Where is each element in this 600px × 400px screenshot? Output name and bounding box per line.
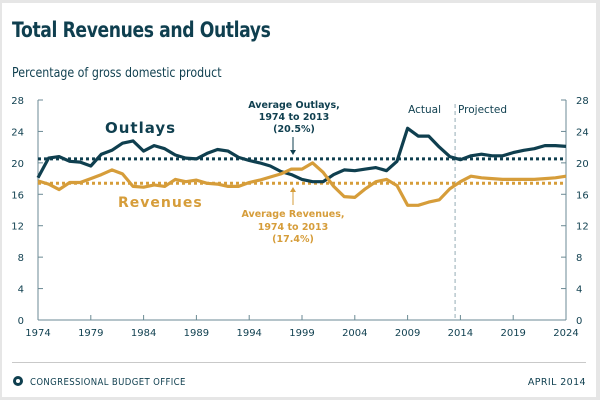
x-tick-label: 1974 [25,328,50,339]
x-tick-label: 1979 [78,328,103,339]
y-tick-label-left: 8 [18,253,24,264]
y-tick-label-right: 28 [576,96,589,107]
x-tick-label: 2024 [553,328,578,339]
y-tick-label-right: 12 [576,222,589,233]
x-tick-label: 2004 [342,328,367,339]
y-tick-label-right: 16 [576,190,589,201]
agency-name: CONGRESSIONAL BUDGET OFFICE [30,377,186,388]
annotations: Outlays Revenues Average Outlays, 1974 t… [105,100,507,245]
series-label-revenues: Revenues [118,195,203,211]
chart-title: Total Revenues and Outlays [12,18,271,42]
y-tick-label-left: 20 [11,159,24,170]
projected-label: Projected [458,104,507,116]
y-tick-label-right: 20 [576,159,589,170]
chart-card [2,3,596,397]
avg-outlays-label-line3: (20.5%) [273,124,315,135]
x-tick-label: 1999 [289,328,314,339]
x-tick-label: 1989 [184,328,209,339]
y-tick-label-right: 0 [576,316,582,327]
avg-revenues-arrow-icon [290,187,296,205]
series-lines [36,126,567,207]
y-tick-label-left: 0 [18,316,24,327]
reference-lines [38,157,566,185]
y-tick-label-left: 28 [11,96,24,107]
x-tick-label: 1984 [131,328,156,339]
series-label-outlays: Outlays [105,119,176,137]
footer-divider [12,362,586,363]
x-tick-label: 2009 [395,328,420,339]
chart-subtitle: Percentage of gross domestic product [12,66,222,81]
avg-revenues-label-line2: 1974 to 2013 [258,222,329,233]
y-tick-label-left: 12 [11,222,24,233]
series-line-revenues [37,161,567,207]
avg-outlays-arrow-icon [290,137,296,155]
publication-date: APRIL 2014 [527,377,586,388]
y-tick-label-right: 24 [576,127,589,138]
avg-outlays-label-line2: 1974 to 2013 [259,112,330,123]
x-tick-label: 2019 [500,328,525,339]
series-line-outlays [36,126,567,184]
cbo-logo-icon [13,376,23,386]
x-tick-label: 2014 [448,328,473,339]
avg-revenues-label-line3: (17.4%) [272,234,314,245]
y-tick-label-left: 24 [11,127,24,138]
avg-revenues-label: Average Revenues, 1974 to 2013 (17.4%) [242,209,345,245]
x-tick-label: 1994 [236,328,261,339]
y-tick-label-right: 4 [576,285,582,296]
y-tick-label-left: 16 [11,190,24,201]
avg-outlays-label-line1: Average Outlays, [248,100,340,111]
y-tick-label-right: 8 [576,253,582,264]
actual-label: Actual [408,104,441,116]
y-tick-label-left: 4 [18,285,24,296]
avg-revenues-label-line1: Average Revenues, [242,209,345,220]
avg-outlays-label: Average Outlays, 1974 to 2013 (20.5%) [248,100,340,135]
